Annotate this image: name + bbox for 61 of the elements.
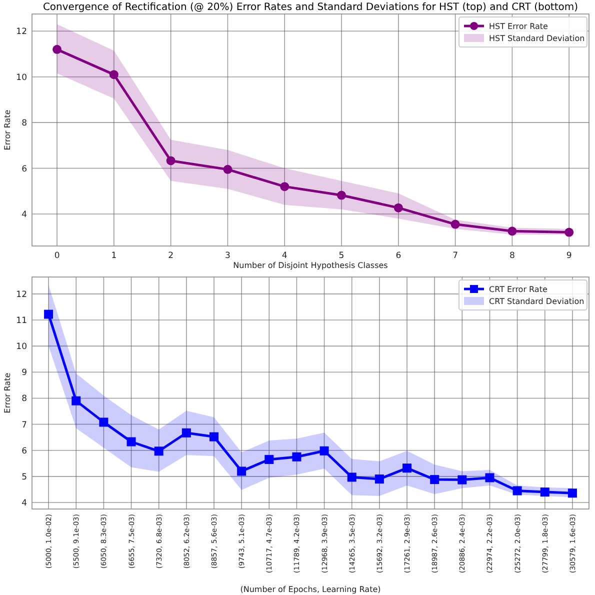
point [182, 428, 191, 438]
point [109, 70, 118, 80]
point [568, 488, 577, 498]
legend-label: HST Error Rate [489, 22, 548, 31]
point [44, 310, 54, 319]
y-tick-label: 5 [22, 472, 27, 482]
y-tick-label: 9 [22, 368, 27, 378]
point [99, 418, 108, 427]
x-tick-label: 2 [168, 251, 174, 261]
annotation: HST Standard Deviation [489, 34, 585, 43]
x-tick-label: 9 [566, 251, 572, 261]
y-tick-label: 4 [22, 210, 27, 220]
point [154, 446, 164, 456]
point [280, 182, 290, 192]
point [320, 446, 329, 456]
point [402, 464, 412, 473]
point [374, 474, 384, 484]
x-tick-label: 3 [225, 251, 230, 261]
point [450, 220, 460, 229]
x-tick-label: 8 [509, 251, 515, 261]
y-tick-label: 12 [16, 290, 27, 300]
chart-title: Convergence of Rectification (@ 20%) Error Rates and Standard Deviations for HST (top) and CRT (bottom) [42, 2, 578, 13]
point [264, 454, 274, 464]
y-tick-label: 11 [16, 316, 27, 326]
x-tick-label: 1 [111, 251, 117, 261]
point [458, 475, 467, 484]
y-axis-title: Error Rate [3, 110, 12, 150]
point [485, 473, 494, 482]
x-tick-label: 6 [396, 251, 402, 261]
y-tick-label: 6 [22, 164, 27, 174]
x-tick-label: 7 [452, 251, 458, 261]
point [430, 475, 440, 484]
point [72, 396, 81, 406]
point [126, 437, 136, 446]
point [166, 156, 176, 166]
point [237, 466, 246, 476]
annotation: CRT Standard Deviation [489, 297, 584, 306]
y-axis-title: Error Rate [3, 372, 12, 414]
point [223, 164, 232, 174]
y-tick-label: 10 [16, 72, 27, 83]
x-axis-title: Number of Disjoint Hypothesis Classes [233, 261, 388, 270]
x-tick-label: 5 [338, 251, 344, 261]
y-tick-label: 12 [16, 27, 27, 38]
x-tick-label: 4 [282, 251, 288, 261]
point [564, 228, 574, 237]
y-tick-label: 6 [22, 446, 27, 456]
point [508, 226, 517, 236]
point [394, 203, 403, 212]
point [337, 190, 346, 200]
y-tick-label: 8 [22, 394, 27, 404]
x-tick-label: 0 [54, 251, 60, 261]
point [209, 432, 218, 442]
point [52, 44, 62, 54]
x-axis-title: (Number of Epochs, Learning Rate) [240, 585, 381, 594]
point [347, 472, 356, 482]
y-tick-label: 4 [22, 498, 27, 508]
legend-label: CRT Error Rate [489, 285, 548, 294]
point [292, 452, 302, 462]
y-tick-label: 7 [22, 420, 27, 430]
y-tick-label: 8 [22, 118, 27, 129]
y-tick-label: 10 [16, 342, 27, 352]
